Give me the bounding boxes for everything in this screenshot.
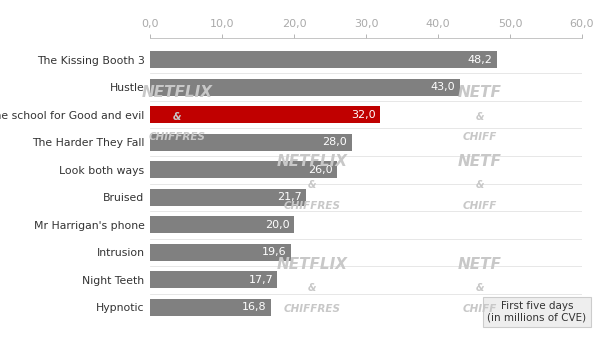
Bar bbox=[150, 51, 497, 68]
Text: CHIFF: CHIFF bbox=[463, 201, 497, 211]
Bar bbox=[150, 244, 291, 261]
Text: 32,0: 32,0 bbox=[352, 110, 376, 120]
Text: 26,0: 26,0 bbox=[308, 165, 333, 175]
Text: &: & bbox=[308, 180, 316, 190]
Text: NETFLIX: NETFLIX bbox=[277, 154, 347, 169]
Bar bbox=[150, 299, 271, 316]
Text: &: & bbox=[476, 111, 484, 122]
Text: First five days
(in millions of CVE): First five days (in millions of CVE) bbox=[487, 301, 587, 323]
Text: 17,7: 17,7 bbox=[248, 275, 273, 285]
Text: 48,2: 48,2 bbox=[468, 55, 493, 64]
Bar bbox=[150, 271, 277, 288]
Text: NETF: NETF bbox=[458, 257, 502, 272]
Text: 16,8: 16,8 bbox=[242, 303, 266, 312]
Text: NETFLIX: NETFLIX bbox=[277, 257, 347, 272]
Text: NETF: NETF bbox=[458, 85, 502, 100]
Bar bbox=[150, 79, 460, 96]
Text: CHIFFRES: CHIFFRES bbox=[284, 304, 341, 314]
Text: CHIFF: CHIFF bbox=[463, 132, 497, 142]
Text: 21,7: 21,7 bbox=[277, 192, 302, 202]
Text: &: & bbox=[173, 111, 181, 122]
Text: NETFLIX: NETFLIX bbox=[142, 85, 212, 100]
Text: 19,6: 19,6 bbox=[262, 247, 287, 257]
Text: 20,0: 20,0 bbox=[265, 220, 290, 230]
Bar bbox=[150, 216, 294, 233]
Text: NETF: NETF bbox=[458, 154, 502, 169]
Text: CHIFFRES: CHIFFRES bbox=[284, 201, 341, 211]
Bar bbox=[150, 134, 352, 151]
Text: &: & bbox=[476, 180, 484, 190]
Text: &: & bbox=[308, 283, 316, 293]
Bar bbox=[150, 161, 337, 178]
Text: 43,0: 43,0 bbox=[431, 82, 455, 92]
Text: CHIFFRES: CHIFFRES bbox=[149, 132, 205, 142]
Text: CHIFF: CHIFF bbox=[463, 304, 497, 314]
Bar bbox=[150, 106, 380, 123]
Bar bbox=[150, 189, 306, 206]
Text: 28,0: 28,0 bbox=[323, 137, 347, 147]
Text: &: & bbox=[476, 283, 484, 293]
